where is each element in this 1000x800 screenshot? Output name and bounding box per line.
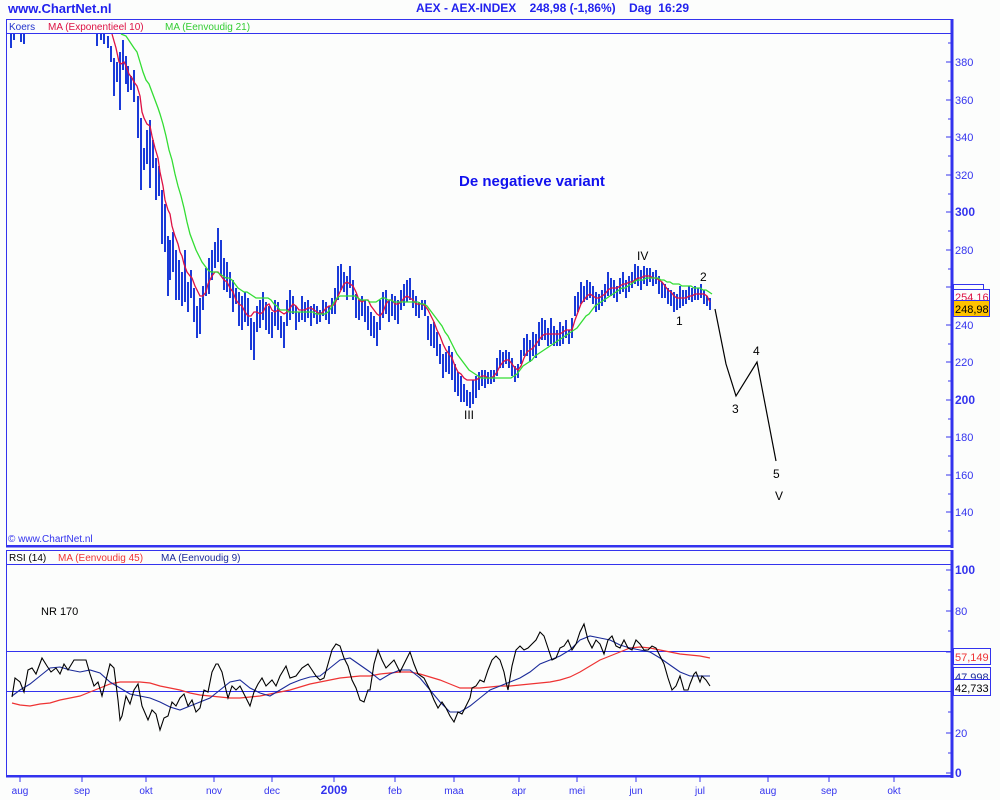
chart-annotation-title: De negatieve variant (459, 173, 605, 190)
y-label: 320 (955, 170, 973, 182)
y-label: 220 (955, 357, 973, 369)
wave-label-2: 2 (700, 270, 707, 284)
rsi-y-labels: 100 80 20 0 (955, 563, 975, 780)
wave-projection-line (714, 308, 777, 462)
x-labels: aug sep okt nov dec 2009 feb maa apr mei… (12, 783, 901, 797)
wave-labels: III IV 1 2 3 4 5 V (464, 249, 783, 503)
rsi-y-label: 20 (955, 728, 967, 740)
legend-sma21: MA (Eenvoudig 21) (165, 22, 250, 33)
ema10-line (111, 33, 711, 381)
rsi-y-ticks (946, 569, 952, 774)
x-label-year: 2009 (321, 783, 348, 797)
x-label: nov (206, 786, 222, 797)
x-label: feb (388, 786, 402, 797)
site-title: www.ChartNet.nl (8, 1, 112, 16)
price-y-labels: 380 360 340 320 300 280 240 220 200 180 … (955, 57, 975, 519)
rsi-panel (6, 550, 954, 778)
y-label: 380 (955, 57, 973, 69)
y-label: 240 (955, 320, 973, 332)
rsi-sma9-line (11, 635, 710, 713)
x-label: maa (444, 786, 464, 797)
rsi-value: 42,733 (955, 683, 989, 695)
price-panel (6, 19, 954, 548)
legend-ema: MA (Exponentieel 10) (48, 22, 144, 33)
rsi-sma45-line (11, 646, 711, 707)
y-label: 140 (955, 507, 973, 519)
rsi-line (11, 622, 711, 732)
x-label: mei (569, 786, 585, 797)
y-label: 200 (955, 393, 975, 407)
x-label: aug (12, 786, 29, 797)
legend-price: Koers (9, 22, 35, 33)
x-label: aug (760, 786, 777, 797)
rsi-value-box-rsi: 42,733 (953, 679, 991, 696)
rsi-y-label: 100 (955, 563, 975, 577)
wave-label-5: 5 (773, 467, 780, 481)
wave-label-V: V (775, 489, 783, 503)
wave-label-3: 3 (732, 402, 739, 416)
y-label: 300 (955, 205, 975, 219)
y-label: 160 (955, 470, 973, 482)
x-label: sep (821, 786, 838, 797)
x-label: jun (628, 786, 642, 797)
y-label: 180 (955, 432, 973, 444)
last-value: 248,98 (955, 304, 989, 316)
rsi-value-box-sma45: 57,149 (953, 648, 991, 665)
x-label: sep (74, 786, 91, 797)
x-label: jul (694, 786, 705, 797)
legend-rsi: RSI (14) (9, 553, 46, 564)
legend-rsi-sma9: MA (Eenvoudig 9) (161, 553, 241, 564)
rsi-note: NR 170 (41, 606, 78, 618)
sma21-line (120, 33, 713, 379)
x-label: apr (512, 786, 527, 797)
y-label: 340 (955, 132, 973, 144)
rsi-sma45-value: 57,149 (955, 652, 989, 664)
x-ticks (19, 777, 895, 782)
x-label: okt (887, 786, 901, 797)
copyright-text: © www.ChartNet.nl (8, 534, 93, 545)
legend-rsi-sma45: MA (Eenvoudig 45) (58, 553, 143, 564)
wave-label-IV: IV (637, 249, 648, 263)
chart-header: AEX - AEX-INDEX 248,98 (-1,86%) Dag 16:2… (416, 1, 689, 15)
wave-label-1: 1 (676, 314, 683, 328)
price-y-ticks (946, 42, 952, 532)
x-label: dec (264, 786, 280, 797)
value-box-last: 248,98 (953, 300, 990, 317)
x-label: okt (139, 786, 153, 797)
rsi-y-label: 80 (955, 606, 967, 618)
wave-label-III: III (464, 408, 474, 422)
wave-label-4: 4 (753, 344, 760, 358)
rsi-y-label: 0 (955, 766, 962, 780)
y-label: 360 (955, 95, 973, 107)
y-label: 280 (955, 245, 973, 257)
